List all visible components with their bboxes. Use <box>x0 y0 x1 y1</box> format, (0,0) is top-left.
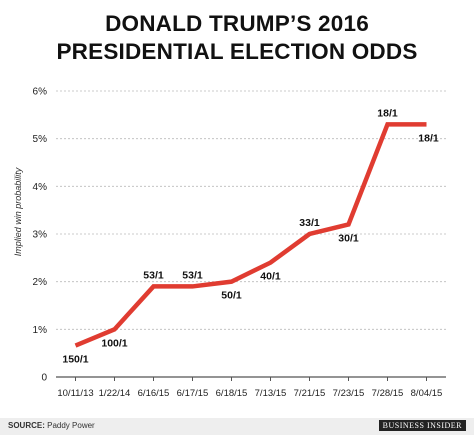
data-label-0: 150/1 <box>62 354 88 366</box>
source-label: SOURCE: <box>8 421 45 430</box>
y-tick-label-3: 3% <box>33 230 48 241</box>
y-axis-label: Implied win probability <box>13 167 23 256</box>
x-tick-labels: 10/11/13 1/22/14 6/16/15 6/17/15 6/18/15 7/13… <box>57 377 442 399</box>
chart-title: DONALD TRUMP’S 2016 PRESIDENTIAL ELECTIO… <box>0 10 474 66</box>
data-label-8: 18/1 <box>377 107 398 119</box>
x-tick-label-6: 7/21/15 <box>294 388 326 399</box>
x-tick-label-8: 7/28/15 <box>372 388 404 399</box>
x-tick-label-3: 6/17/15 <box>177 388 209 399</box>
data-label-7: 30/1 <box>338 232 359 244</box>
y-tick-label-4: 4% <box>33 182 48 193</box>
x-tick-label-7: 7/23/15 <box>333 388 365 399</box>
series-line <box>74 122 427 348</box>
data-label-2: 53/1 <box>143 269 164 281</box>
data-label-3: 53/1 <box>182 269 203 281</box>
title-line-1: DONALD TRUMP’S 2016 <box>105 11 369 36</box>
x-tick-label-0: 10/11/13 <box>57 388 93 399</box>
publisher-logo: BUSINESS INSIDER <box>378 420 466 431</box>
y-tick-label-1: 1% <box>33 325 48 336</box>
grid-lines <box>56 90 446 378</box>
source-note: SOURCE: Paddy Power <box>8 421 95 430</box>
data-label-4: 50/1 <box>221 290 242 302</box>
y-tick-label-2: 2% <box>33 277 48 288</box>
x-tick-label-9: 8/04/15 <box>411 388 443 399</box>
data-label-1: 100/1 <box>101 337 127 349</box>
y-tick-label-0: 0 <box>41 373 47 384</box>
title-line-2: PRESIDENTIAL ELECTION ODDS <box>56 39 418 64</box>
y-tick-labels: 0 1% 2% 3% 4% 5% 6% <box>33 87 48 384</box>
footer-bar: SOURCE: Paddy Power BUSINESS INSIDER <box>0 418 474 435</box>
x-tick-label-5: 7/13/15 <box>255 388 287 399</box>
source-text: Paddy Power <box>47 421 95 430</box>
y-tick-label-5: 5% <box>33 134 48 145</box>
data-label-9: 18/1 <box>418 132 439 144</box>
data-labels: 150/1 100/1 53/1 53/1 50/1 40/1 33/1 30/1 18/1 18… <box>62 107 439 365</box>
line-chart: 0 1% 2% 3% 4% 5% 6% 10/11/13 1/22/14 6/16/15 6/17… <box>13 87 446 399</box>
data-label-6: 33/1 <box>299 217 320 229</box>
x-tick-label-4: 6/18/15 <box>216 388 248 399</box>
x-tick-label-1: 1/22/14 <box>99 388 131 399</box>
data-label-5: 40/1 <box>260 271 281 283</box>
y-tick-label-6: 6% <box>33 87 48 98</box>
x-tick-label-2: 6/16/15 <box>138 388 170 399</box>
series-line-group <box>74 122 427 348</box>
